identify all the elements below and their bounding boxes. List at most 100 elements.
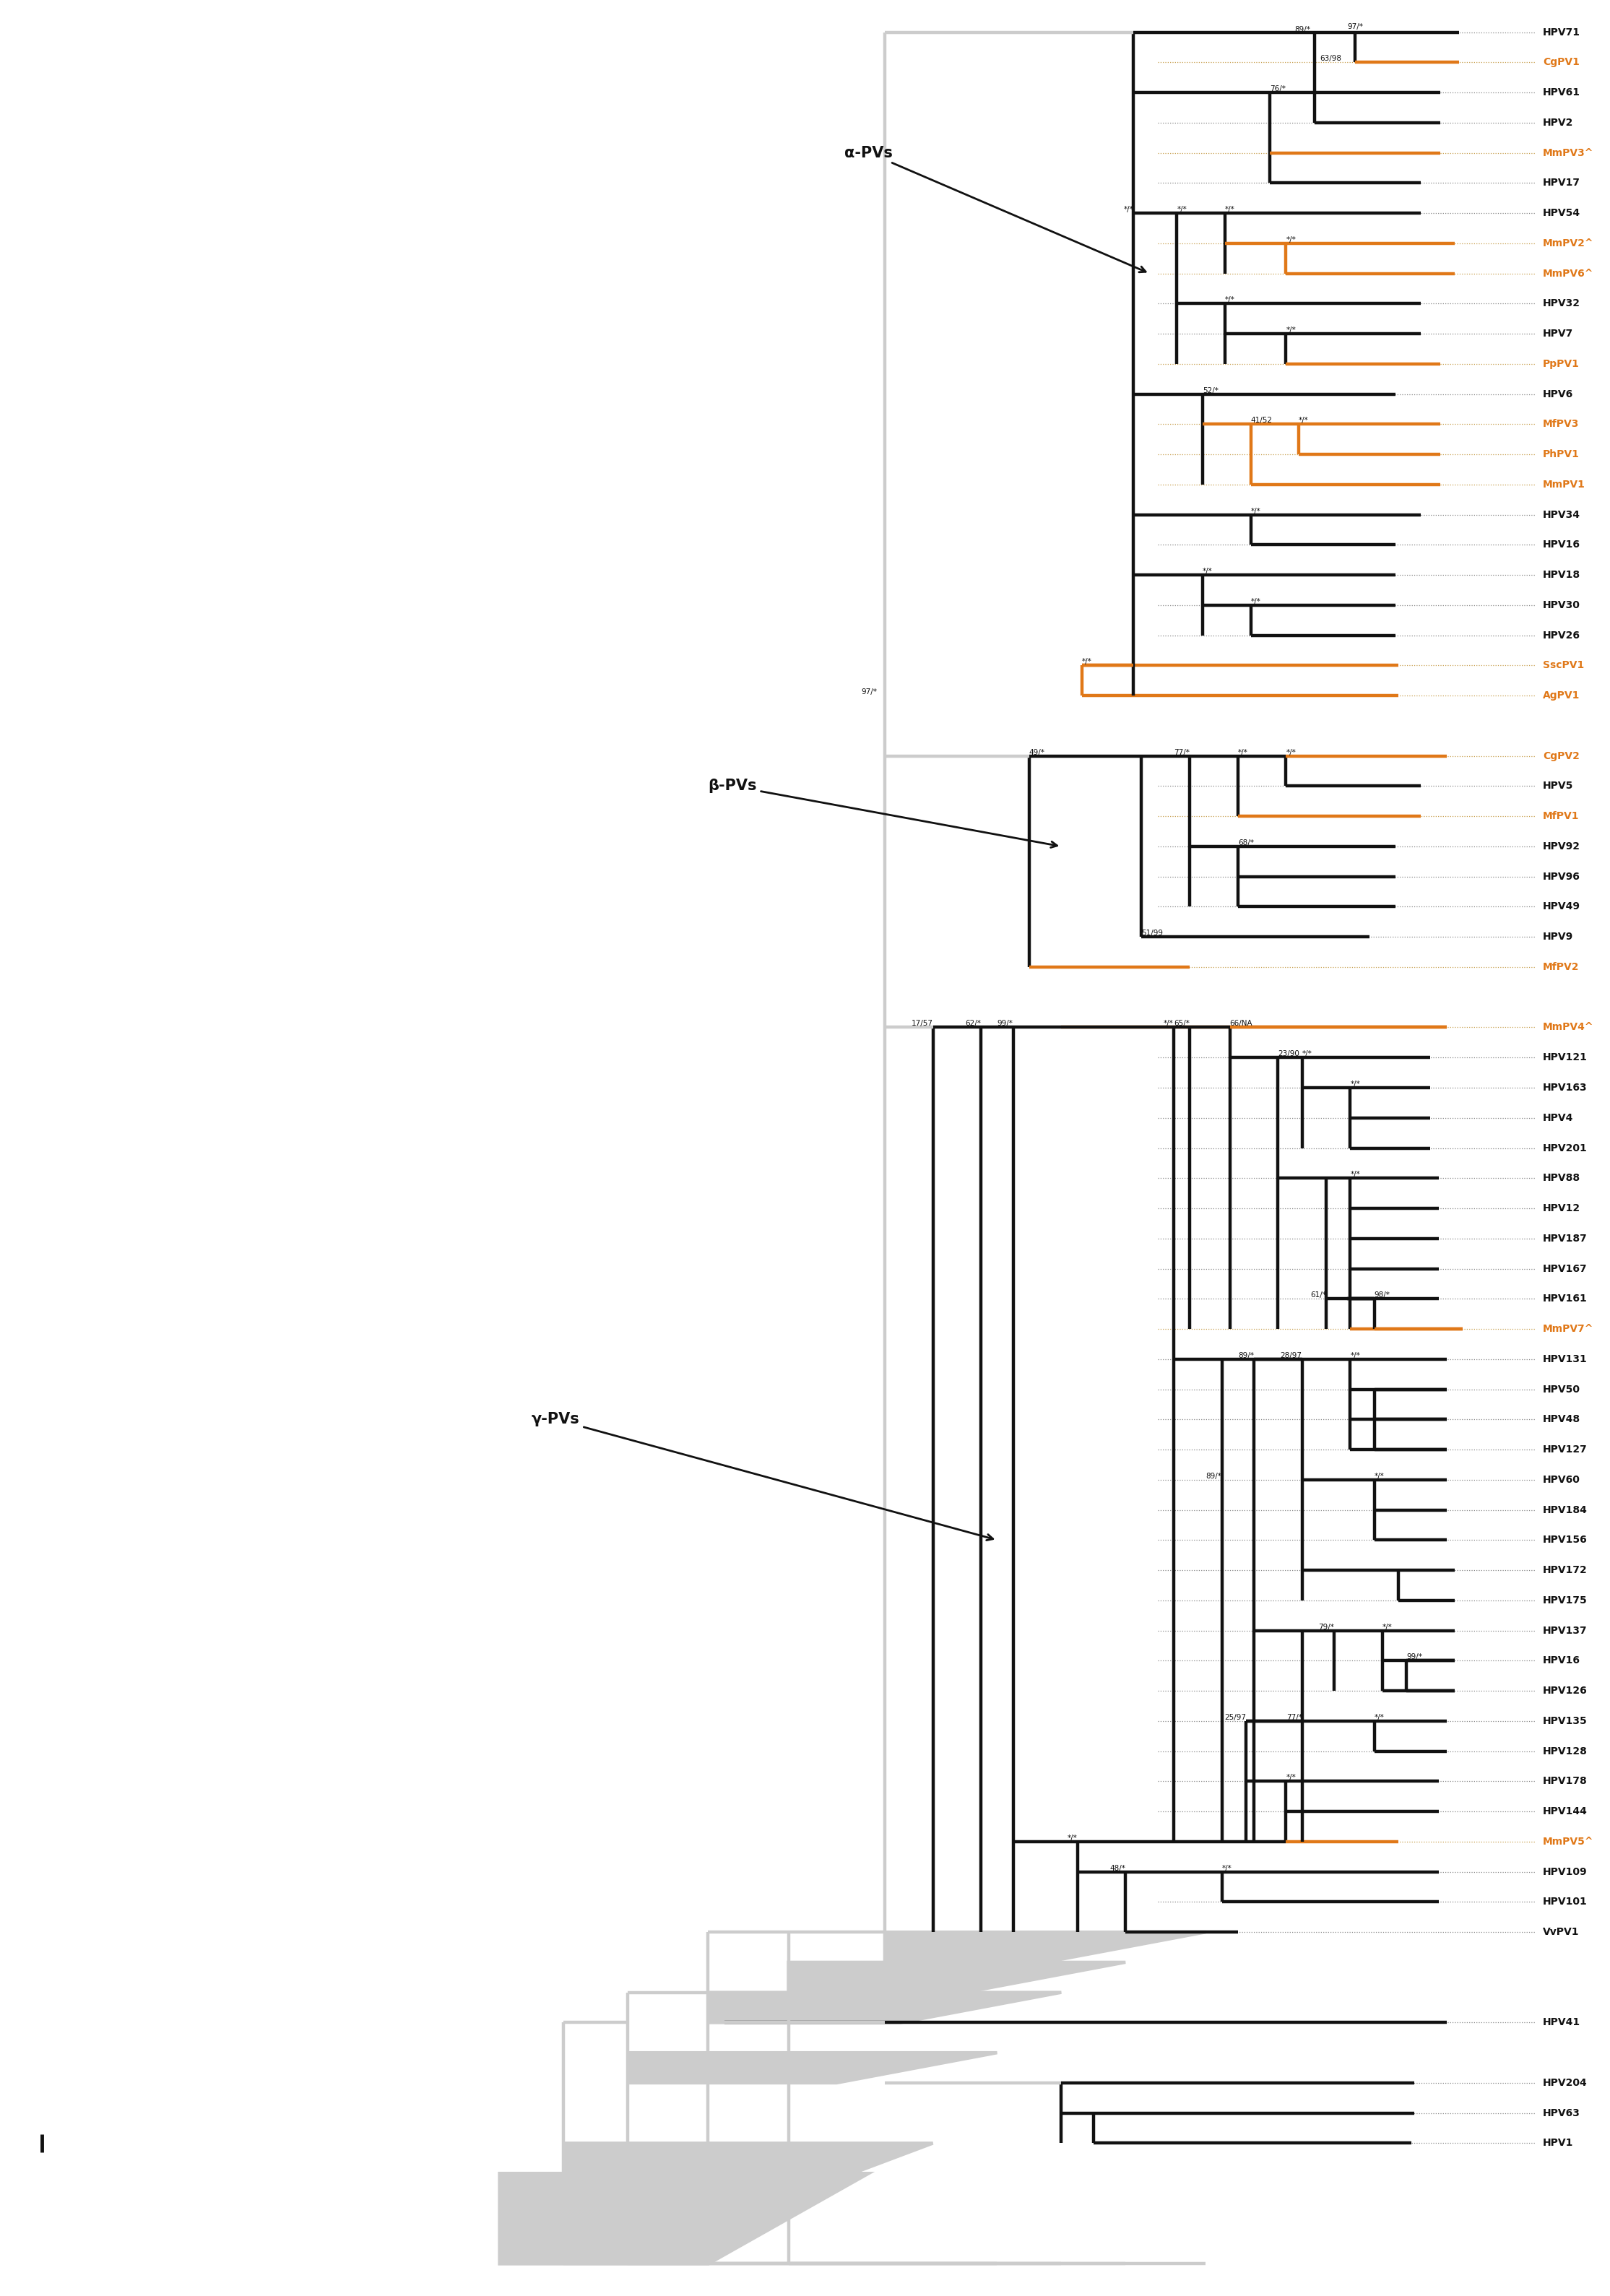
- Text: γ-PVs: γ-PVs: [531, 1412, 993, 1541]
- Text: HPV48: HPV48: [1542, 1414, 1581, 1424]
- Text: HPV2: HPV2: [1542, 117, 1573, 129]
- Text: 23/90: 23/90: [1278, 1049, 1299, 1058]
- Text: HPV135: HPV135: [1542, 1715, 1587, 1727]
- Text: 51/99: 51/99: [1141, 930, 1162, 937]
- Text: HPV163: HPV163: [1542, 1084, 1587, 1093]
- Text: HPV126: HPV126: [1542, 1685, 1587, 1697]
- Text: β-PVs: β-PVs: [708, 778, 1058, 847]
- Text: PpPV1: PpPV1: [1542, 358, 1579, 370]
- Text: */*: */*: [1302, 1049, 1312, 1058]
- Text: HPV60: HPV60: [1542, 1474, 1581, 1486]
- Text: 99/*: 99/*: [997, 1019, 1013, 1026]
- Polygon shape: [499, 2174, 869, 2264]
- Text: MmPV2^: MmPV2^: [1542, 239, 1594, 248]
- Text: HPV50: HPV50: [1542, 1384, 1581, 1394]
- Text: CgPV2: CgPV2: [1542, 751, 1579, 760]
- Text: 25/97: 25/97: [1224, 1713, 1246, 1722]
- Text: HPV26: HPV26: [1542, 631, 1581, 641]
- Text: HPV156: HPV156: [1542, 1536, 1587, 1545]
- Text: HPV16: HPV16: [1542, 540, 1581, 551]
- Text: 49/*: 49/*: [1029, 748, 1045, 755]
- Text: */*: */*: [1299, 418, 1309, 425]
- Text: */*: */*: [1351, 1171, 1360, 1178]
- Text: HPV71: HPV71: [1542, 28, 1581, 37]
- Text: */*: */*: [1286, 748, 1296, 755]
- Text: HPV16: HPV16: [1542, 1655, 1581, 1665]
- Text: */*: */*: [1286, 236, 1296, 243]
- Text: HPV49: HPV49: [1542, 902, 1581, 912]
- Text: */*: */*: [1383, 1623, 1393, 1630]
- Text: */*: */*: [1286, 326, 1296, 333]
- Text: */*: */*: [1351, 1352, 1360, 1359]
- Text: HPV175: HPV175: [1542, 1596, 1587, 1605]
- Text: HPV30: HPV30: [1542, 599, 1581, 611]
- Text: HPV172: HPV172: [1542, 1566, 1587, 1575]
- Text: HPV109: HPV109: [1542, 1867, 1587, 1876]
- Text: 97/*: 97/*: [861, 689, 877, 696]
- Text: 52/*: 52/*: [1203, 386, 1219, 395]
- Text: */*: */*: [1251, 507, 1261, 514]
- Text: MmPV4^: MmPV4^: [1542, 1022, 1594, 1033]
- Text: HPV201: HPV201: [1542, 1143, 1587, 1153]
- Text: 62/*: 62/*: [966, 1019, 980, 1026]
- Text: HPV204: HPV204: [1542, 2078, 1587, 2087]
- Polygon shape: [886, 1933, 1206, 1963]
- Text: */*: */*: [1225, 207, 1235, 214]
- Text: 89/*: 89/*: [1238, 1352, 1254, 1359]
- Text: */*: */*: [1222, 1864, 1232, 1871]
- Text: 68/*: 68/*: [1238, 840, 1254, 847]
- Text: */*: */*: [1375, 1713, 1385, 1722]
- Text: HPV121: HPV121: [1542, 1052, 1587, 1063]
- Text: MmPV1: MmPV1: [1542, 480, 1586, 489]
- Text: 63/98: 63/98: [1320, 55, 1341, 62]
- Text: */*: */*: [1238, 748, 1248, 755]
- Text: HPV187: HPV187: [1542, 1233, 1587, 1244]
- Text: MfPV1: MfPV1: [1542, 810, 1579, 822]
- Text: HPV184: HPV184: [1542, 1504, 1587, 1515]
- Text: HPV101: HPV101: [1542, 1896, 1587, 1908]
- Text: */*: */*: [1286, 1775, 1296, 1782]
- Text: PhPV1: PhPV1: [1542, 450, 1579, 459]
- Text: α-PVs: α-PVs: [845, 145, 1146, 273]
- Text: */*: */*: [1177, 207, 1187, 214]
- Polygon shape: [628, 2053, 997, 2082]
- Text: SscPV1: SscPV1: [1542, 661, 1584, 670]
- Text: HPV12: HPV12: [1542, 1203, 1581, 1212]
- Text: 77/*: 77/*: [1174, 748, 1190, 755]
- Text: 99/*: 99/*: [1407, 1653, 1422, 1660]
- Text: HPV34: HPV34: [1542, 510, 1581, 519]
- Text: MmPV3^: MmPV3^: [1542, 147, 1594, 158]
- Text: */*: */*: [1067, 1835, 1077, 1841]
- Text: */*: */*: [1164, 1019, 1174, 1026]
- Text: MmPV7^: MmPV7^: [1542, 1325, 1594, 1334]
- Text: HPV92: HPV92: [1542, 840, 1581, 852]
- Text: 89/*: 89/*: [1206, 1472, 1222, 1479]
- Text: HPV4: HPV4: [1542, 1114, 1573, 1123]
- Text: HPV128: HPV128: [1542, 1745, 1587, 1756]
- Text: 98/*: 98/*: [1375, 1293, 1389, 1300]
- Text: HPV137: HPV137: [1542, 1626, 1587, 1635]
- Text: HPV1: HPV1: [1542, 2138, 1573, 2149]
- Text: HPV17: HPV17: [1542, 177, 1581, 188]
- Text: 48/*: 48/*: [1109, 1864, 1125, 1871]
- Text: 28/97: 28/97: [1280, 1352, 1302, 1359]
- Text: HPV9: HPV9: [1542, 932, 1573, 941]
- Text: */*: */*: [1251, 597, 1261, 606]
- Text: MfPV2: MfPV2: [1542, 962, 1579, 971]
- Text: 66/NA: 66/NA: [1230, 1019, 1253, 1026]
- Polygon shape: [708, 1993, 1061, 2023]
- Text: 89/*: 89/*: [1294, 25, 1311, 34]
- Text: HPV32: HPV32: [1542, 298, 1581, 308]
- Text: */*: */*: [1203, 567, 1212, 574]
- Text: MmPV6^: MmPV6^: [1542, 269, 1594, 278]
- Text: */*: */*: [1225, 296, 1235, 303]
- Text: HPV7: HPV7: [1542, 328, 1573, 340]
- Text: 76/*: 76/*: [1270, 85, 1286, 92]
- Text: 97/*: 97/*: [1348, 23, 1364, 30]
- Text: HPV5: HPV5: [1542, 781, 1573, 792]
- Text: VvPV1: VvPV1: [1542, 1926, 1579, 1938]
- Text: HPV88: HPV88: [1542, 1173, 1581, 1182]
- Text: HPV54: HPV54: [1542, 209, 1581, 218]
- Text: 79/*: 79/*: [1319, 1623, 1335, 1630]
- Text: 61/*: 61/*: [1311, 1293, 1327, 1300]
